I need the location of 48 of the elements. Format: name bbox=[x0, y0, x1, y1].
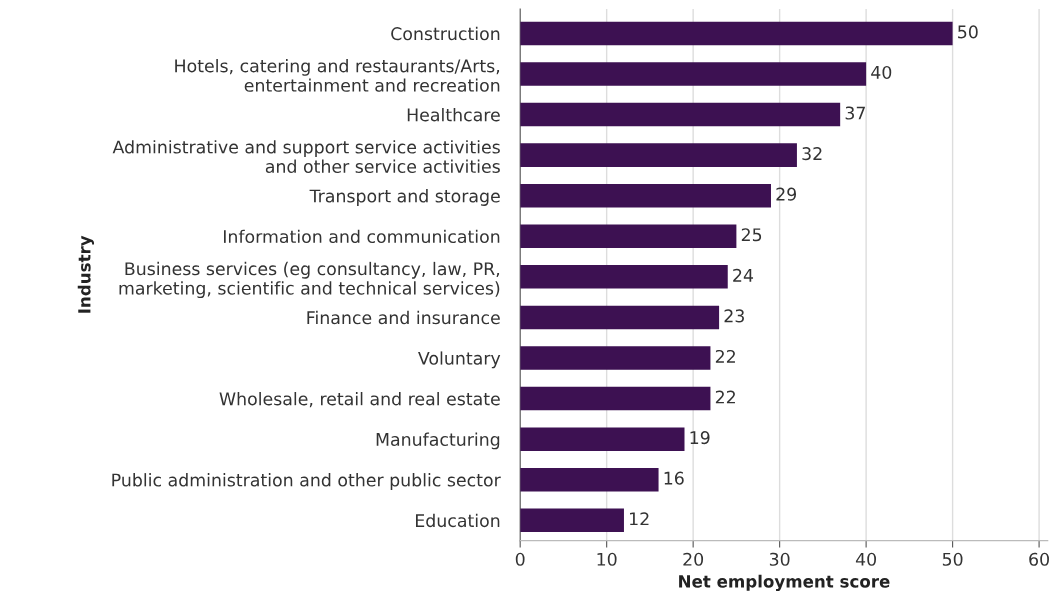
y-tick-label: Healthcare bbox=[407, 107, 500, 122]
bar bbox=[520, 467, 659, 492]
y-tick-label: Public administration and other public sector bbox=[112, 473, 501, 490]
bar bbox=[520, 143, 797, 167]
data-label: 22 bbox=[715, 390, 735, 404]
bar bbox=[520, 183, 771, 208]
data-label: 25 bbox=[741, 228, 762, 242]
y-axis-title: Industry bbox=[77, 235, 95, 313]
data-label: 37 bbox=[845, 106, 865, 120]
data-label: 32 bbox=[802, 147, 822, 161]
y-tick-label: Voluntary bbox=[418, 351, 501, 369]
bar bbox=[520, 305, 720, 330]
data-label: 16 bbox=[664, 471, 684, 485]
x-tick-label: 10 bbox=[597, 552, 617, 566]
x-tick-label: 50 bbox=[942, 552, 963, 566]
bar bbox=[520, 346, 711, 370]
y-tick-label: Transport and storage bbox=[309, 189, 500, 206]
bar bbox=[520, 508, 624, 533]
data-label: 19 bbox=[690, 431, 710, 445]
data-label: 50 bbox=[958, 25, 978, 39]
bar bbox=[520, 21, 953, 46]
data-label: 22 bbox=[715, 349, 735, 363]
x-axis-title: Net employment score bbox=[679, 574, 890, 591]
bar bbox=[520, 224, 737, 249]
y-tick-label: Business services (eg consultancy, law, PR, marketing, scientific and technical services) bbox=[119, 261, 500, 299]
x-tick-label: 60 bbox=[1029, 552, 1049, 566]
data-label: 12 bbox=[630, 512, 649, 526]
x-tick-label: 30 bbox=[769, 552, 790, 566]
bar bbox=[520, 427, 685, 451]
y-tick-label: Information and communication bbox=[223, 229, 500, 244]
bar bbox=[520, 265, 728, 289]
y-tick-label: Administrative and support service activities and other service activities bbox=[112, 140, 500, 174]
bar bbox=[520, 62, 867, 86]
data-label: 23 bbox=[724, 309, 744, 323]
y-tick-label: Wholesale, retail and real estate bbox=[219, 391, 500, 408]
bar bbox=[520, 386, 711, 411]
data-label: 24 bbox=[733, 268, 754, 282]
bar bbox=[520, 102, 841, 127]
data-label: 29 bbox=[776, 187, 797, 201]
y-tick-label: Manufacturing bbox=[376, 432, 500, 450]
y-tick-label: Hotels, catering and restaurants/Arts, entertainment and recreation bbox=[175, 58, 500, 92]
data-label: 40 bbox=[871, 65, 892, 80]
x-tick-label: 0 bbox=[515, 552, 525, 566]
x-tick-label: 40 bbox=[855, 552, 877, 566]
x-tick-label: 20 bbox=[683, 552, 704, 566]
y-tick-label: Construction bbox=[391, 26, 500, 41]
y-tick-label: Education bbox=[416, 513, 500, 528]
y-tick-label: Finance and insurance bbox=[307, 310, 500, 325]
